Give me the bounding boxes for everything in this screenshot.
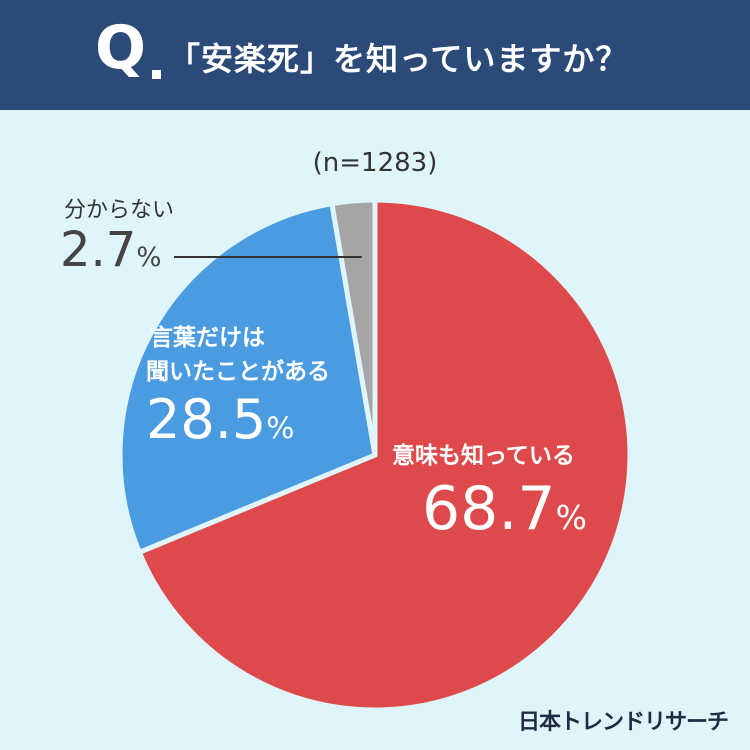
source-credit: 日本トレンドリサーチ bbox=[517, 710, 729, 735]
value-word-only: 28.5% bbox=[146, 388, 295, 451]
label-word-only-line2: 聞いたことがある bbox=[146, 359, 330, 385]
value-know-meaning: 68.7% bbox=[422, 474, 587, 544]
slice-dont-know bbox=[329, 197, 378, 458]
value-dont-know: 2.7% bbox=[60, 222, 162, 278]
question-header: Q 「安楽死」を知っていますか？ bbox=[0, 0, 750, 110]
sample-size: (n=1283) bbox=[312, 148, 438, 178]
label-know-meaning: 意味も知っている bbox=[392, 443, 575, 469]
slice-word-only bbox=[117, 201, 378, 555]
slice-know-meaning bbox=[136, 197, 633, 713]
label-word-only-line1: 言葉だけは bbox=[150, 325, 265, 351]
question-text: 「安楽死」を知っていますか？ bbox=[168, 40, 629, 78]
label-dont-know: 分からない bbox=[64, 198, 175, 223]
q-dot bbox=[152, 70, 161, 79]
q-mark: Q bbox=[95, 13, 147, 83]
